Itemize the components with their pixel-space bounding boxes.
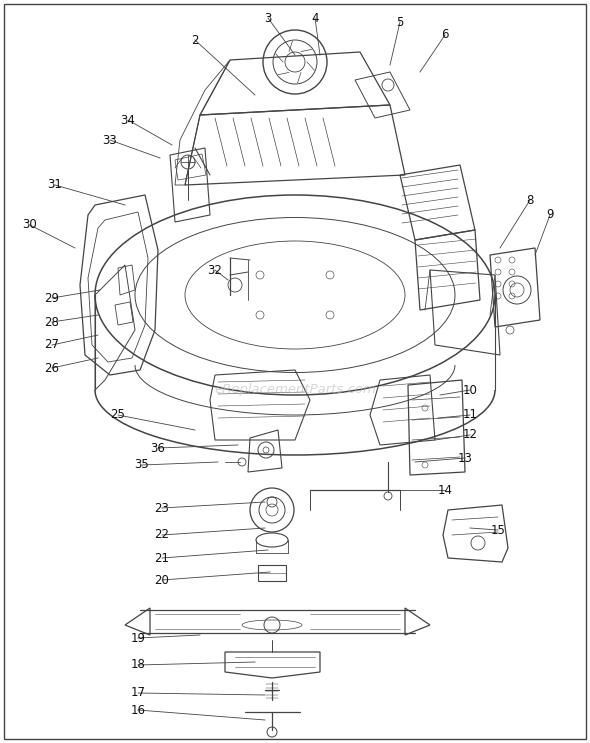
Text: 36: 36 — [150, 441, 165, 455]
Text: 30: 30 — [22, 218, 37, 232]
Text: 20: 20 — [155, 574, 169, 586]
Text: 35: 35 — [135, 458, 149, 472]
Text: 34: 34 — [120, 114, 136, 126]
Text: 21: 21 — [155, 551, 169, 565]
Text: 16: 16 — [130, 704, 146, 716]
Text: 2: 2 — [191, 33, 199, 47]
Bar — [258, 565, 286, 581]
Text: 9: 9 — [546, 209, 554, 221]
Text: 33: 33 — [103, 134, 117, 146]
Text: 26: 26 — [44, 362, 60, 374]
Text: 17: 17 — [130, 687, 146, 699]
Text: 10: 10 — [463, 383, 477, 397]
Text: 13: 13 — [458, 452, 473, 464]
Text: 23: 23 — [155, 502, 169, 514]
Text: 27: 27 — [44, 339, 60, 351]
Text: 32: 32 — [208, 264, 222, 276]
Text: 14: 14 — [438, 484, 453, 496]
Text: 5: 5 — [396, 16, 404, 28]
Text: 22: 22 — [155, 528, 169, 542]
Text: 25: 25 — [110, 409, 126, 421]
Text: 3: 3 — [264, 11, 271, 25]
Text: eReplacementParts.com: eReplacementParts.com — [214, 383, 376, 397]
Text: 6: 6 — [441, 28, 449, 42]
Text: 19: 19 — [130, 632, 146, 644]
Text: 29: 29 — [44, 291, 60, 305]
Text: 18: 18 — [130, 658, 146, 672]
Text: 12: 12 — [463, 429, 477, 441]
Text: 28: 28 — [45, 316, 60, 328]
Text: 8: 8 — [526, 193, 534, 207]
Text: 31: 31 — [48, 178, 63, 192]
Text: 4: 4 — [312, 11, 319, 25]
Text: 15: 15 — [490, 524, 506, 536]
Text: 11: 11 — [463, 409, 477, 421]
